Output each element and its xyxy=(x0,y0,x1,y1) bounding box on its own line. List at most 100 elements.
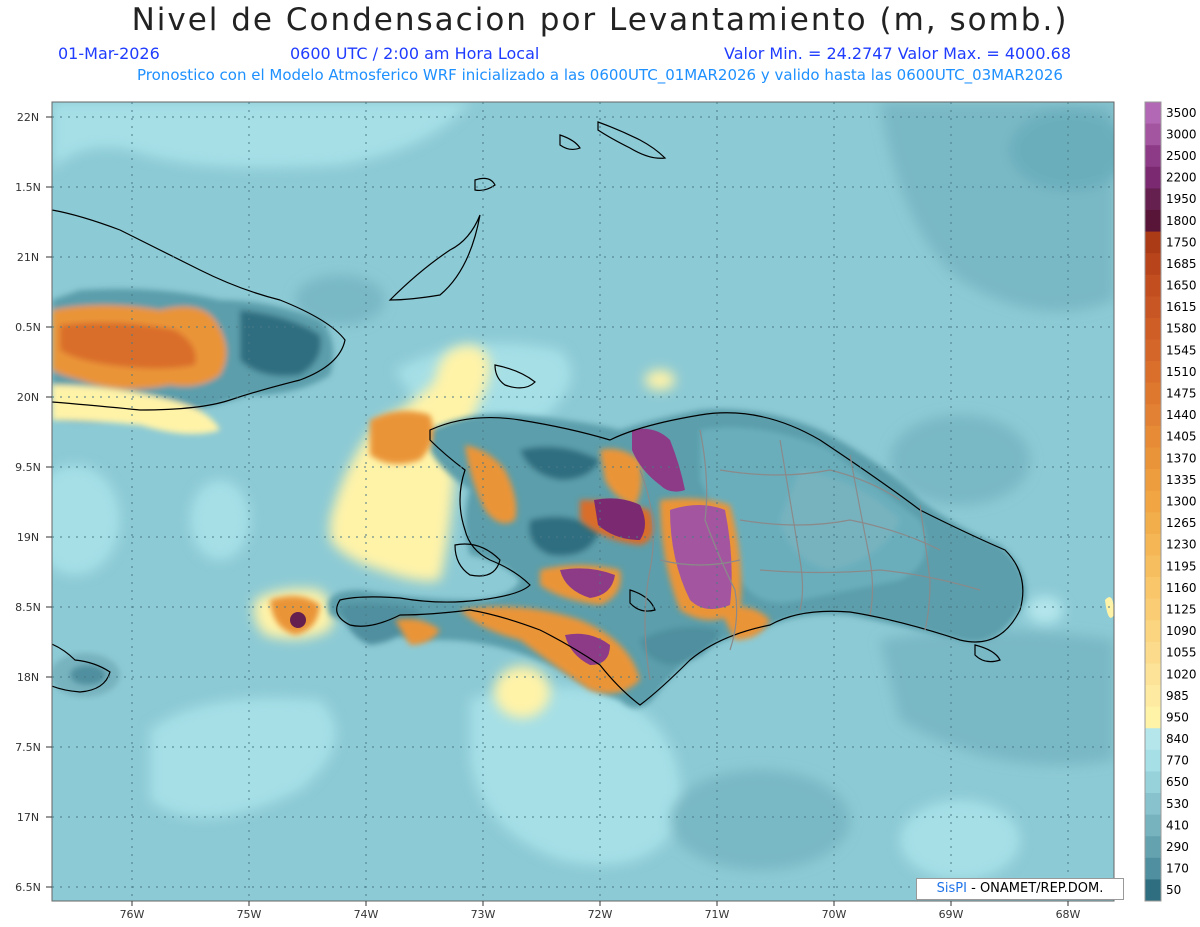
lat-label: 17N xyxy=(17,811,39,824)
map-field xyxy=(52,102,1114,901)
colorbar-swatch xyxy=(1145,663,1161,686)
colorbar-label: 1510 xyxy=(1166,365,1197,379)
lat-label: 1.5N xyxy=(15,181,41,194)
colorbar-swatch xyxy=(1145,469,1161,492)
colorbar-label: 1580 xyxy=(1166,322,1197,336)
colorbar-swatch xyxy=(1145,555,1161,578)
lat-label: 21N xyxy=(17,251,39,264)
lat-label: 8.5N xyxy=(15,601,41,614)
longitude-labels: 76W 75W 74W 73W 72W 71W 70W 69W 68W xyxy=(120,908,1081,921)
colorbar-label: 1300 xyxy=(1166,495,1197,509)
colorbar-swatch xyxy=(1145,620,1161,643)
colorbar-label: 650 xyxy=(1166,775,1189,789)
colorbar-swatch xyxy=(1145,339,1161,362)
colorbar-swatch xyxy=(1145,231,1161,254)
colorbar-swatch xyxy=(1145,685,1161,708)
colorbar-swatch xyxy=(1145,793,1161,816)
lon-label: 76W xyxy=(120,908,145,921)
colorbar-label: 1265 xyxy=(1166,516,1197,530)
colorbar-swatch xyxy=(1145,577,1161,600)
coastlines xyxy=(52,121,1024,706)
colorbar-label: 530 xyxy=(1166,797,1189,811)
latitude-labels: 22N 1.5N 21N 0.5N 20N 9.5N 19N 8.5N 18N … xyxy=(15,111,41,894)
colorbar-label: 2200 xyxy=(1166,171,1197,185)
colorbar-swatch xyxy=(1145,879,1161,902)
colorbar-label: 840 xyxy=(1166,732,1189,746)
colorbar-swatch xyxy=(1145,425,1161,449)
lat-label: 20N xyxy=(17,391,39,404)
colorbar-label: 1055 xyxy=(1166,646,1197,660)
colorbar-swatch xyxy=(1145,253,1161,276)
lat-label: 19N xyxy=(17,531,39,544)
colorbar-label: 1020 xyxy=(1166,667,1197,681)
colorbar-swatch xyxy=(1145,641,1161,664)
colorbar-label: 2500 xyxy=(1166,149,1197,163)
model-description: Pronostico con el Modelo Atmosferico WRF… xyxy=(137,66,1063,84)
lat-label: 6.5N xyxy=(15,881,41,894)
colorbar-label: 1125 xyxy=(1166,602,1197,616)
colorbar-label: 1475 xyxy=(1166,387,1197,401)
colorbar-swatch xyxy=(1145,771,1161,794)
colorbar-label: 410 xyxy=(1166,818,1189,832)
colorbar-label: 50 xyxy=(1166,883,1181,897)
colorbar-legend: 3500 3000 2500 2200 1950 1800 1750 1685 1650 1615… xyxy=(1144,101,1197,902)
lon-label: 72W xyxy=(588,908,613,921)
colorbar-swatch xyxy=(1145,512,1161,535)
colorbar-label: 1230 xyxy=(1166,538,1197,552)
lon-label: 70W xyxy=(822,908,847,921)
lat-label: 18N xyxy=(17,671,39,684)
colorbar-swatch xyxy=(1145,857,1161,880)
colorbar-label: 1195 xyxy=(1166,559,1197,573)
lon-label: 74W xyxy=(354,908,379,921)
colorbar-swatch xyxy=(1145,706,1161,729)
colorbar-label: 1615 xyxy=(1166,300,1197,314)
colorbar-swatch xyxy=(1145,490,1161,513)
colorbar-label: 985 xyxy=(1166,689,1189,703)
value-min-max: Valor Min. = 24.2747 Valor Max. = 4000.6… xyxy=(724,44,1072,63)
map-frame xyxy=(51,101,1115,902)
sispi-brand: SisPI xyxy=(936,881,967,896)
colorbar-swatch xyxy=(1145,361,1161,384)
colorbar-swatch xyxy=(1145,598,1161,621)
lon-label: 73W xyxy=(471,908,496,921)
colorbar-swatch xyxy=(1145,274,1161,297)
forecast-time: 0600 UTC / 2:00 am Hora Local xyxy=(290,44,540,63)
colorbar-swatch xyxy=(1145,145,1161,168)
lon-label: 68W xyxy=(1056,908,1081,921)
colorbar-label: 950 xyxy=(1166,710,1189,724)
colorbar-label: 170 xyxy=(1166,862,1189,876)
colorbar-frame xyxy=(1144,101,1162,902)
colorbar-label: 1090 xyxy=(1166,624,1197,638)
colorbar-label: 1335 xyxy=(1166,473,1197,487)
colorbar-label: 3000 xyxy=(1166,127,1197,141)
colorbar-label: 1950 xyxy=(1166,192,1197,206)
colorbar-swatch xyxy=(1145,317,1161,341)
lat-label: 7.5N xyxy=(15,741,41,754)
colorbar-swatch xyxy=(1145,188,1161,211)
map-title: Nivel de Condensacion por Levantamiento … xyxy=(131,2,1069,38)
colorbar-label: 1685 xyxy=(1166,257,1197,271)
colorbar-swatch xyxy=(1145,836,1161,859)
colorbar-label: 1545 xyxy=(1166,343,1197,357)
lat-label: 0.5N xyxy=(15,321,41,334)
colorbar-label: 290 xyxy=(1166,840,1189,854)
lon-label: 71W xyxy=(705,908,730,921)
colorbar-label: 1750 xyxy=(1166,235,1197,249)
colorbar-label: 3500 xyxy=(1166,106,1197,120)
purple-field xyxy=(290,428,732,665)
colorbar-label: 1160 xyxy=(1166,581,1197,595)
lon-label: 75W xyxy=(237,908,262,921)
colorbar-swatch xyxy=(1145,728,1161,751)
colorbar-label: 1800 xyxy=(1166,214,1197,228)
colorbar-swatch xyxy=(1145,166,1161,189)
colorbar-swatch xyxy=(1145,209,1161,233)
colorbar-swatch xyxy=(1145,447,1161,470)
credit-box: SisPI - ONAMET/REP.DOM. xyxy=(916,878,1124,900)
longitude-ticks xyxy=(131,901,1069,906)
credit-text: - ONAMET/REP.DOM. xyxy=(966,881,1104,896)
graticule xyxy=(52,102,1114,901)
colorbar-label: 1650 xyxy=(1166,279,1197,293)
colorbar-swatch xyxy=(1145,123,1161,146)
colorbar-swatch xyxy=(1145,814,1161,837)
